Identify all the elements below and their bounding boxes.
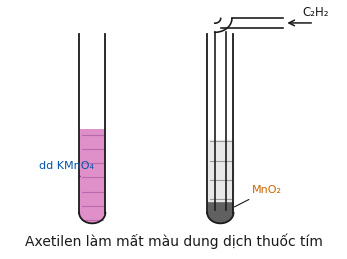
Text: Axetilen làm mất màu dung dịch thuốc tím: Axetilen làm mất màu dung dịch thuốc tím <box>25 233 322 249</box>
Polygon shape <box>208 200 232 222</box>
Polygon shape <box>80 130 104 222</box>
Polygon shape <box>208 140 232 200</box>
Text: MnO₂: MnO₂ <box>235 185 282 207</box>
Text: C₂H₂: C₂H₂ <box>303 6 329 19</box>
Text: dd KMnO₄: dd KMnO₄ <box>39 161 94 177</box>
